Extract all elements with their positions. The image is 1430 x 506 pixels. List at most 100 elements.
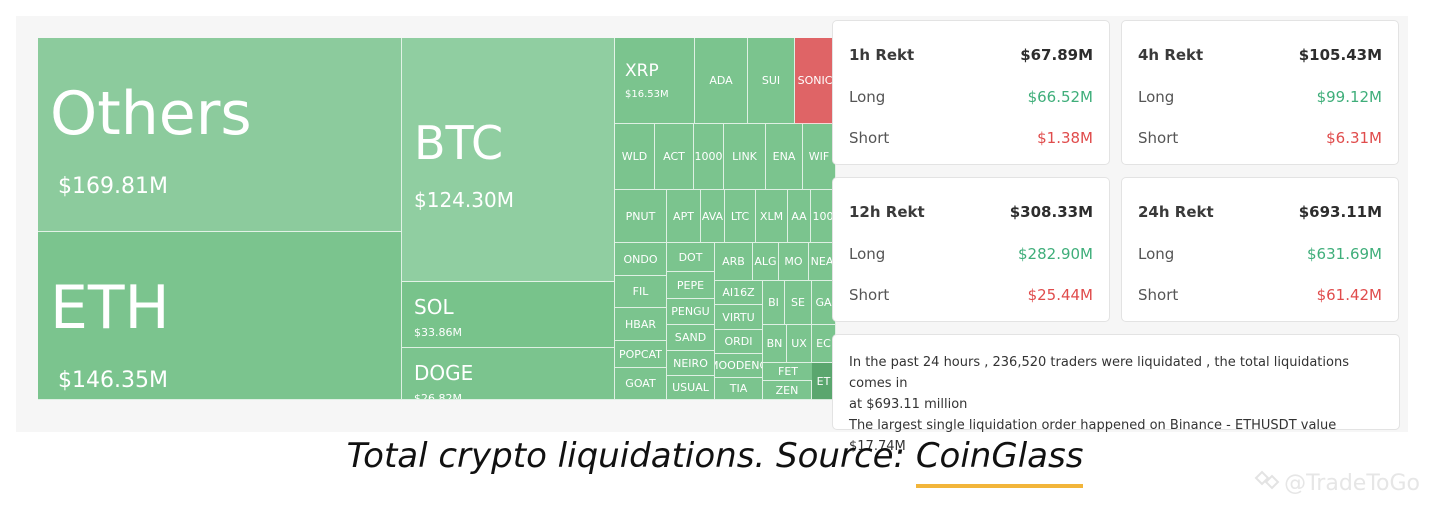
tile-symbol: PENGU (671, 305, 710, 318)
treemap-tile-aa[interactable]: AA (788, 190, 811, 243)
caption-source[interactable]: CoinGlass (915, 436, 1084, 476)
treemap-tile-pepe[interactable]: PEPE (667, 272, 715, 299)
treemap-tile-sand[interactable]: SAND (667, 325, 715, 351)
tile-value: $26.82M (414, 392, 462, 400)
treemap-tile-hbar[interactable]: HBAR (615, 308, 667, 341)
treemap-tile-others[interactable]: Others $169.81M (38, 38, 402, 232)
treemap-tile-usual[interactable]: USUAL (667, 376, 715, 400)
treemap-tile-virtu[interactable]: VIRTU (715, 305, 763, 330)
treemap-tile-doge[interactable]: DOGE $26.82M (402, 348, 615, 400)
figure-caption: Total crypto liquidations. Source: CoinG… (0, 436, 1430, 488)
card-title: 1h Rekt (849, 46, 915, 64)
long-value: $99.12M (1316, 88, 1382, 106)
treemap-tile-sonic[interactable]: SONIC (795, 38, 836, 124)
treemap-tile-dot[interactable]: DOT (667, 243, 715, 272)
tile-symbol: ZEN (775, 383, 799, 397)
treemap-tile-popcat[interactable]: POPCAT (615, 341, 667, 368)
tile-symbol: ARB (722, 255, 745, 268)
long-value: $66.52M (1027, 88, 1093, 106)
treemap-tile-ena[interactable]: ENA (766, 124, 803, 190)
card-title: 24h Rekt (1138, 203, 1214, 221)
treemap-tile-act[interactable]: ACT (655, 124, 694, 190)
treemap-tile-bi[interactable]: BI (763, 281, 785, 325)
treemap-tile-apt[interactable]: APT (667, 190, 701, 243)
card-24h-rekt: 24h Rekt $693.11M Long $631.69M Short $61.4… (1121, 177, 1399, 322)
short-label: Short (849, 129, 890, 147)
treemap-tile-goat[interactable]: GOAT (615, 368, 667, 400)
watermark-text: @TradeToGo (1284, 470, 1420, 496)
treemap-tile-sui[interactable]: SUI (748, 38, 795, 124)
tile-symbol: LTC (730, 209, 750, 223)
tile-symbol: NEA (810, 255, 834, 268)
tile-symbol: LINK (732, 150, 757, 163)
treemap-tile-eth[interactable]: ETH $146.35M (38, 232, 402, 400)
treemap-tile-mo[interactable]: MO (779, 243, 809, 281)
treemap-tile-ai16z[interactable]: AI16Z (715, 281, 763, 305)
treemap-tile-xrp[interactable]: XRP $16.53M (615, 38, 695, 124)
treemap-tile-ava[interactable]: AVA (701, 190, 725, 243)
tile-symbol: WLD (621, 150, 648, 163)
treemap-tile-moodeng[interactable]: MOODENG (715, 354, 763, 378)
treemap-tile-wld[interactable]: WLD (615, 124, 655, 190)
tile-symbol: DOT (678, 250, 703, 264)
tile-symbol: SONIC (797, 74, 833, 87)
treemap-tile-ux[interactable]: UX (787, 325, 812, 363)
short-value: $25.44M (1027, 286, 1093, 304)
tile-symbol: XLM (759, 209, 784, 223)
treemap-tile-arb[interactable]: ARB (715, 243, 753, 281)
tile-value: $124.30M (414, 188, 514, 212)
card-1h-rekt: 1h Rekt $67.89M Long $66.52M Short $1.38M (832, 20, 1110, 165)
caption-source-link[interactable]: CoinGlass (915, 436, 1084, 488)
summary-line: The largest single liquidation order hap… (849, 418, 1337, 454)
treemap-tile-zen[interactable]: ZEN (763, 381, 812, 400)
long-label: Long (849, 88, 886, 106)
treemap-tile-ltc[interactable]: LTC (725, 190, 756, 243)
treemap-tile-xlm[interactable]: XLM (756, 190, 788, 243)
treemap-tile-ondo[interactable]: ONDO (615, 243, 667, 276)
treemap-tile-fet[interactable]: FET (763, 363, 814, 381)
treemap-tile-pengu[interactable]: PENGU (667, 299, 715, 325)
tile-symbol: SUI (761, 74, 781, 87)
card-total: $693.11M (1298, 203, 1382, 221)
tile-value: $16.53M (625, 89, 669, 100)
tile-symbol: ADA (709, 74, 733, 87)
long-label: Long (1138, 88, 1175, 106)
treemap-tile-pnut[interactable]: PNUT (615, 190, 667, 243)
tile-symbol: EC (816, 337, 831, 350)
card-total: $105.43M (1298, 46, 1382, 64)
treemap-tile-ordi[interactable]: ORDI (715, 330, 763, 354)
treemap-tile-alg[interactable]: ALG (753, 243, 779, 281)
treemap-tile-se[interactable]: SE (785, 281, 812, 325)
short-value: $61.42M (1316, 286, 1382, 304)
tile-symbol: WIF (808, 150, 830, 163)
short-label: Short (849, 286, 890, 304)
tile-symbol: BTC (414, 116, 504, 170)
tile-symbol: VIRTU (722, 310, 755, 324)
tile-symbol: GA (815, 296, 832, 309)
tile-symbol: DOGE (414, 361, 474, 385)
treemap-tile-tia[interactable]: TIA (715, 378, 763, 400)
treemap-tile-link[interactable]: LINK (724, 124, 766, 190)
tile-value: $146.35M (58, 368, 168, 393)
tile-symbol: ONDO (623, 252, 658, 266)
treemap-tile-100[interactable]: 100 (811, 190, 836, 243)
tile-symbol: NEIRO (673, 356, 708, 370)
treemap-tile-btc[interactable]: BTC $124.30M (402, 38, 615, 282)
treemap-tile-fil[interactable]: FIL (615, 276, 667, 308)
treemap-tile-neiro[interactable]: NEIRO (667, 351, 715, 376)
treemap-tile-1000[interactable]: 1000 (694, 124, 724, 190)
treemap-tile-bn[interactable]: BN (763, 325, 787, 363)
tile-symbol: SOL (414, 295, 454, 319)
tile-value: $33.86M (414, 326, 462, 339)
tile-symbol: XRP (625, 61, 659, 81)
treemap-tile-sol[interactable]: SOL $33.86M (402, 282, 615, 348)
tile-symbol: MO (784, 255, 803, 268)
summary-line: In the past 24 hours , 236,520 traders w… (849, 355, 1349, 391)
tile-symbol: MOODENG (715, 359, 762, 372)
tile-symbol: APT (673, 209, 694, 223)
tile-symbol: TIA (729, 382, 748, 395)
tile-symbol: ET (816, 374, 831, 388)
treemap-tile-ada[interactable]: ADA (695, 38, 748, 124)
tile-symbol: HBAR (625, 317, 656, 331)
tile-symbol: SE (791, 296, 805, 309)
